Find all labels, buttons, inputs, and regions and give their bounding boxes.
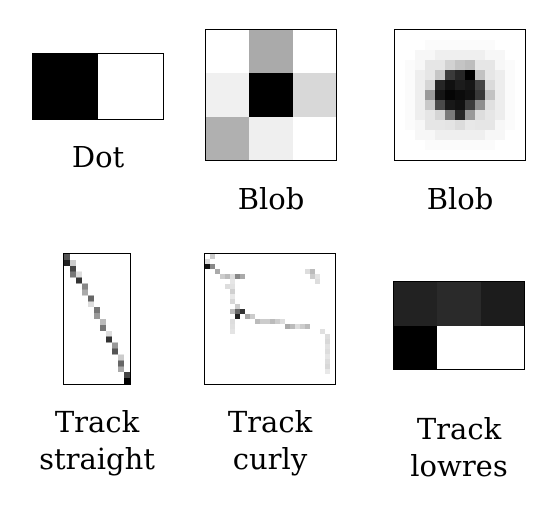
track-straight-label: Track straight [32, 404, 162, 478]
track-lowres-image [393, 281, 525, 370]
track-lowres-pixel [394, 325, 438, 369]
track-lowres-pixel [437, 325, 481, 369]
blob-small-image [205, 29, 337, 161]
dot-label: Dot [32, 139, 164, 176]
blob-large-label-line: Blob [426, 182, 494, 216]
track-straight-label-line-2: straight [39, 442, 155, 476]
blob-small-pixel [206, 116, 250, 160]
track-lowres-pixel [480, 325, 524, 369]
blob-small-pixel [249, 73, 293, 117]
track-lowres-pixel [480, 282, 524, 326]
dot-label-line: Dot [71, 140, 125, 174]
blob-small-pixel [292, 116, 336, 160]
blob-small-pixel [292, 73, 336, 117]
blob-small-label-line: Blob [237, 182, 305, 216]
dot-image [32, 53, 164, 120]
track-straight-image [63, 253, 131, 385]
track-curly-label-line-2: curly [232, 442, 308, 476]
track-curly-label: Track curly [204, 404, 336, 478]
track-straight-svg [64, 254, 130, 384]
track-lowres-pixel [394, 282, 438, 326]
blob-large-image [394, 29, 526, 161]
track-curly-label-line-1: Track [227, 405, 313, 439]
track-curly-image [204, 253, 336, 385]
blob-large-label: Blob [394, 181, 526, 218]
dot-pixel [33, 54, 98, 119]
blob-small-pixel [206, 30, 250, 74]
track-lowres-pixel [437, 282, 481, 326]
blob-small-pixel [249, 116, 293, 160]
track-lowres-label: Track lowres [393, 411, 525, 485]
blob-large-svg [405, 40, 515, 150]
blob-small-pixel [249, 30, 293, 74]
track-curly-svg [205, 254, 330, 374]
dot-pixel [98, 54, 163, 119]
blob-small-pixel [206, 73, 250, 117]
track-lowres-label-line-2: lowres [410, 449, 508, 483]
blob-small-label: Blob [205, 181, 337, 218]
track-lowres-label-line-1: Track [416, 412, 502, 446]
blob-small-pixel [292, 30, 336, 74]
track-straight-label-line-1: Track [54, 405, 140, 439]
